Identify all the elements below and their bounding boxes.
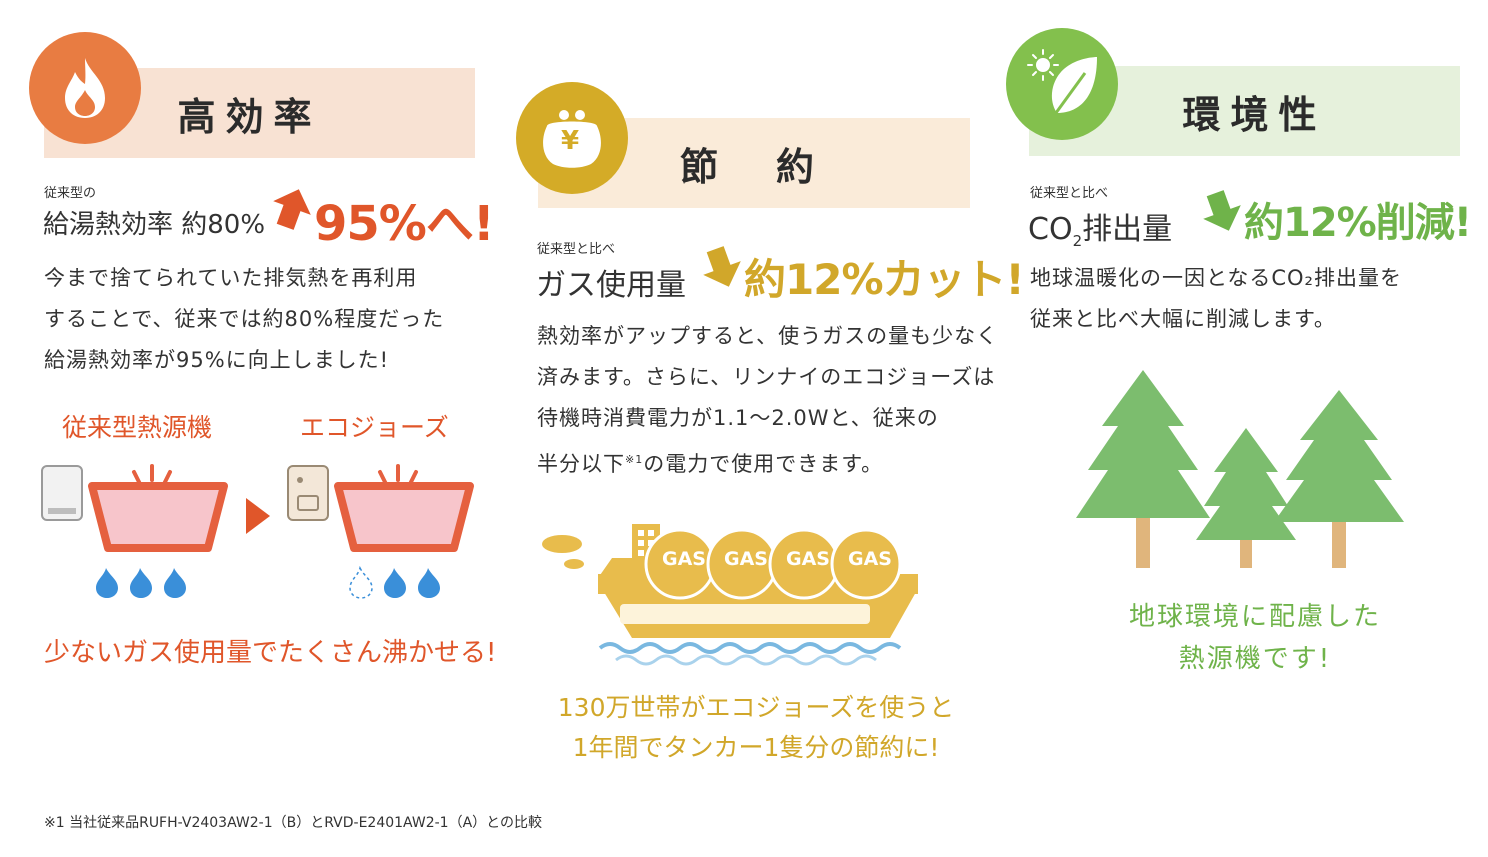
down-arrow-icon	[700, 246, 744, 294]
col2-body-line-last: 半分以下※1の電力で使用できます。	[537, 439, 998, 485]
col2-body-line: 待機時消費電力が1.1～2.0Wと、従来の	[537, 406, 939, 430]
col3-caption-line: 地球環境に配慮した	[1128, 602, 1381, 632]
tree-icon	[1274, 390, 1404, 522]
purse-yen-icon: ¥	[516, 82, 628, 194]
col3-metric-label: CO2排出量	[1028, 204, 1172, 250]
col1-body-line: 今まで捨てられていた排気熱を再利用	[44, 266, 418, 290]
col2-metric-label: ガス使用量	[536, 268, 686, 303]
gas-labels: GAS GAS GAS GAS	[656, 548, 916, 578]
gas-label: GAS	[848, 548, 892, 570]
col3-body-line: 地球温暖化の一因となるCO₂排出量を	[1030, 266, 1402, 290]
yen-symbol: ¥	[561, 126, 580, 156]
gas-label: GAS	[786, 548, 830, 570]
col2-heading: 節 約	[679, 144, 824, 189]
col3-pre-label: 従来型と比べ	[1030, 186, 1109, 201]
right-triangle-arrow-icon	[244, 496, 272, 540]
up-arrow-icon	[270, 186, 314, 234]
col2-body-line: 済みます。さらに、リンナイのエコジョーズは	[537, 365, 996, 389]
gas-label: GAS	[724, 548, 768, 570]
co2-label-main: CO	[1028, 212, 1073, 247]
col1-metric-label: 給湯熱効率 約80%	[43, 210, 266, 240]
flame-icon	[29, 32, 141, 144]
leaf-sun-icon	[1006, 28, 1118, 140]
col3-body: 地球温暖化の一因となるCO₂排出量を 従来と比べ大幅に削減します。	[1030, 258, 1402, 340]
col2-body: 熱効率がアップすると、使うガスの量も少なく 済みます。さらに、リンナイのエコジョ…	[537, 316, 998, 485]
col2-caption-line: 130万世帯がエコジョーズを使うと	[557, 693, 955, 722]
col3-body-line: 従来と比べ大幅に削減します。	[1030, 307, 1336, 331]
col3-heading: 環境性	[1182, 92, 1327, 137]
gas-tanker-illustration	[540, 518, 920, 672]
col2-pre-label: 従来型と比べ	[537, 242, 616, 257]
col1-compare-left: 従来型熱源機	[62, 413, 213, 442]
conventional-heater-illustration	[40, 462, 240, 606]
footnote-ref: ※1	[625, 453, 644, 466]
col2-body-last-pre: 半分以下	[537, 452, 625, 476]
col2-body-line: 熱効率がアップすると、使うガスの量も少なく	[537, 324, 999, 348]
col3-caption: 地球環境に配慮した 熱源機です!	[1030, 596, 1480, 680]
col1-heading: 高効率	[177, 94, 322, 139]
trees-illustration	[1074, 370, 1414, 574]
water-heater-unit-icon	[287, 465, 329, 521]
col1-body-line: 給湯熱効率が95%に向上しました!	[44, 348, 390, 372]
footnote: ※1 当社従来品RUFH-V2403AW2-1（B）とRVD-E2401AW2-…	[44, 815, 543, 831]
col2-caption: 130万世帯がエコジョーズを使うと 1年間でタンカー1隻分の節約に!	[538, 688, 974, 768]
col2-metric-value: 約12%カット!	[744, 255, 1025, 304]
gas-label: GAS	[662, 548, 706, 570]
col1-caption: 少ないガス使用量でたくさん沸かせる!	[44, 638, 497, 668]
col1-pre-label: 従来型の	[44, 186, 97, 201]
ecojozu-heater-illustration	[286, 462, 486, 606]
tree-icon	[1196, 428, 1296, 540]
down-arrow-icon	[1200, 190, 1244, 238]
col3-caption-line: 熱源機です!	[1178, 644, 1332, 674]
co2-label-post: 排出量	[1082, 212, 1173, 247]
col2-caption-line: 1年間でタンカー1隻分の節約に!	[572, 733, 940, 762]
co2-label-sub: 2	[1072, 232, 1083, 250]
col1-metric-value: 95%へ!	[314, 196, 495, 252]
col2-body-last-post: の電力で使用できます。	[643, 452, 884, 476]
water-heater-unit-icon	[41, 465, 83, 521]
col1-body: 今まで捨てられていた排気熱を再利用 することで、従来では約80%程度だった 給湯…	[44, 258, 444, 381]
tree-icon	[1076, 370, 1210, 518]
col1-body-line: することで、従来では約80%程度だった	[44, 307, 445, 331]
col3-metric-value: 約12%削減!	[1244, 200, 1472, 246]
col1-compare-right: エコジョーズ	[300, 413, 449, 442]
